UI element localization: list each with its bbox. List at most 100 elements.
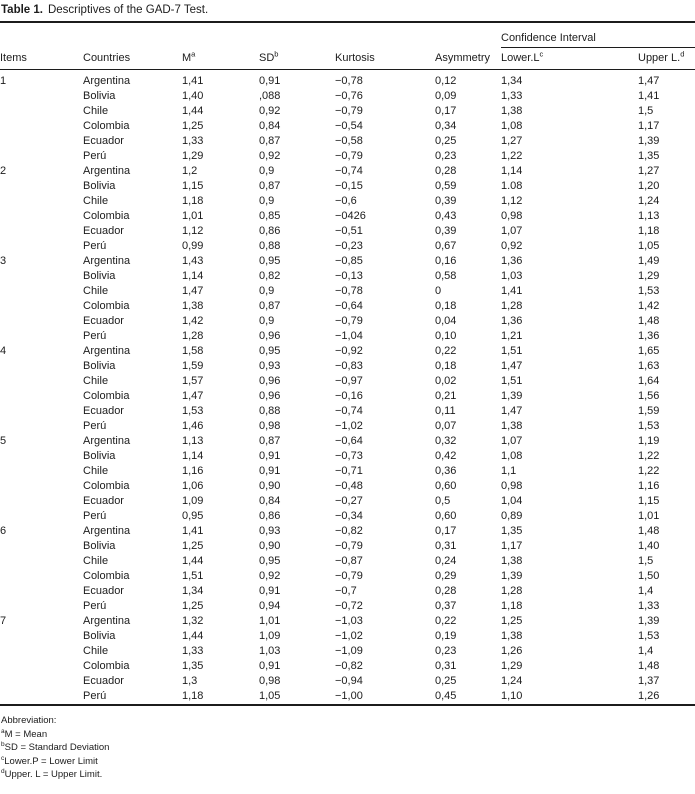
item-cell: [0, 479, 83, 494]
country-cell: Ecuador: [83, 675, 124, 687]
upper-limit-cell: 1,26: [638, 690, 660, 702]
lower-limit-cell: 1,08: [501, 450, 523, 462]
descriptives-table: Confidence Interval Items Countries Ma SDb K…: [0, 21, 695, 706]
table-row: Colombia 1,01 0,85 −0426 0,43 0,98 1,13: [0, 209, 695, 224]
item-cell: [0, 374, 83, 389]
column-header-upper-l: Upper L.d: [638, 47, 695, 70]
sd-cell: ,088: [259, 90, 281, 102]
upper-limit-cell: 1,01: [638, 510, 660, 522]
asymmetry-cell: 0,23: [435, 150, 457, 162]
mean-cell: 1,3: [182, 675, 198, 687]
table-row: Ecuador 1,33 0,87 −0,58 0,25 1,27 1,39: [0, 134, 695, 149]
mean-cell: 1,14: [182, 450, 204, 462]
mean-cell: 1,32: [182, 615, 204, 627]
mean-cell: 1,53: [182, 405, 204, 417]
sd-cell: 0,91: [259, 465, 281, 477]
kurtosis-cell: −0,87: [335, 555, 363, 567]
kurtosis-cell: −0,73: [335, 450, 363, 462]
table-title-label: Table 1.: [1, 4, 43, 16]
mean-cell: 1,47: [182, 285, 204, 297]
kurtosis-cell: −1,02: [335, 630, 363, 642]
table-row: Perú 0,95 0,86 −0,34 0,60 0,89 1,01: [0, 509, 695, 524]
table-row: Perú 1,25 0,94 −0,72 0,37 1,18 1,33: [0, 599, 695, 614]
ci-spacer-cell: [0, 22, 501, 48]
item-cell: [0, 224, 83, 239]
item-cell: [0, 149, 83, 164]
kurtosis-cell: −0,97: [335, 375, 363, 387]
sd-cell: 0,84: [259, 495, 281, 507]
table-row: Perú 1,18 1,05 −1,00 0,45 1,10 1,26: [0, 689, 695, 705]
country-cell: Chile: [83, 465, 109, 477]
item-cell: [0, 359, 83, 374]
column-header-sd: SDb: [259, 47, 335, 70]
lower-limit-cell: 1,07: [501, 225, 523, 237]
footnote-line: aM = Mean: [1, 727, 48, 740]
table-row: 3 Argentina 1,43 0,95 −0,85 0,16 1,36 1,49: [0, 254, 695, 269]
table-row: Ecuador 1,53 0,88 −0,74 0,11 1,47 1,59: [0, 404, 695, 419]
column-header-row: Items Countries Ma SDb Kurtosis Asymmetry Lowe…: [0, 47, 695, 70]
kurtosis-cell: −0,79: [335, 540, 363, 552]
kurtosis-cell: −0,7: [335, 585, 357, 597]
sd-cell: 0,87: [259, 435, 281, 447]
asymmetry-cell: 0,29: [435, 570, 457, 582]
country-cell: Bolivia: [83, 90, 116, 102]
country-cell: Chile: [83, 195, 109, 207]
asymmetry-cell: 0,32: [435, 435, 457, 447]
upper-limit-cell: 1,49: [638, 255, 660, 267]
upper-limit-cell: 1,15: [638, 495, 660, 507]
item-cell: [0, 419, 83, 434]
upper-limit-cell: 1,39: [638, 135, 660, 147]
table-body: 1 Argentina 1,41 0,91 −0,78 0,12 1,34 1,47 Boliv…: [0, 70, 695, 706]
column-header-asymmetry: Asymmetry: [435, 47, 501, 70]
country-cell: Colombia: [83, 660, 130, 672]
sd-cell: 0,95: [259, 255, 281, 267]
kurtosis-cell: −0,13: [335, 270, 363, 282]
asymmetry-cell: 0,23: [435, 645, 457, 657]
mean-cell: 1,44: [182, 105, 204, 117]
mean-cell: 1,51: [182, 570, 204, 582]
country-cell: Perú: [83, 600, 107, 612]
country-cell: Perú: [83, 510, 107, 522]
upper-limit-cell: 1,53: [638, 630, 660, 642]
country-cell: Argentina: [83, 345, 131, 357]
country-cell: Bolivia: [83, 180, 116, 192]
asymmetry-cell: 0: [435, 285, 442, 297]
lower-limit-cell: 1,38: [501, 630, 523, 642]
table-row: Ecuador 1,12 0,86 −0,51 0,39 1,07 1,18: [0, 224, 695, 239]
footnote-heading: Abbreviation:: [1, 715, 57, 726]
confidence-interval-header: Confidence Interval: [501, 22, 695, 48]
country-cell: Chile: [83, 645, 109, 657]
mean-cell: 1,57: [182, 375, 204, 387]
sd-cell: 0,90: [259, 480, 281, 492]
sd-cell: 0,91: [259, 660, 281, 672]
asymmetry-cell: 0,16: [435, 255, 457, 267]
country-cell: Ecuador: [83, 405, 124, 417]
upper-limit-cell: 1,48: [638, 315, 660, 327]
asymmetry-cell: 0,39: [435, 195, 457, 207]
upper-limit-cell: 1,41: [638, 90, 660, 102]
item-cell: [0, 314, 83, 329]
table-row: Bolivia 1,59 0,93 −0,83 0,18 1,47 1,63: [0, 359, 695, 374]
mean-cell: 1,16: [182, 465, 204, 477]
asymmetry-cell: 0,18: [435, 300, 457, 312]
footnote-line: bSD = Standard Deviation: [1, 740, 110, 753]
column-header-lower-l: Lower.Lc: [501, 47, 638, 70]
item-cell: [0, 209, 83, 224]
item-cell: [0, 539, 83, 554]
item-cell: [0, 509, 83, 524]
mean-cell: 1,25: [182, 600, 204, 612]
footnote-line: dUpper. L = Upper Limit.: [1, 767, 103, 780]
sd-cell: 0,94: [259, 600, 281, 612]
item-cell: [0, 89, 83, 104]
mean-cell: 1,18: [182, 690, 204, 702]
country-cell: Colombia: [83, 300, 130, 312]
upper-limit-cell: 1,36: [638, 330, 660, 342]
kurtosis-cell: −1,09: [335, 645, 363, 657]
item-cell: 4: [0, 345, 7, 357]
sd-cell: 0,91: [259, 450, 281, 462]
table-row: 1 Argentina 1,41 0,91 −0,78 0,12 1,34 1,47: [0, 70, 695, 90]
table-row: Ecuador 1,42 0,9 −0,79 0,04 1,36 1,48: [0, 314, 695, 329]
upper-limit-cell: 1,05: [638, 240, 660, 252]
mean-cell: 1,58: [182, 345, 204, 357]
item-cell: 6: [0, 525, 7, 537]
